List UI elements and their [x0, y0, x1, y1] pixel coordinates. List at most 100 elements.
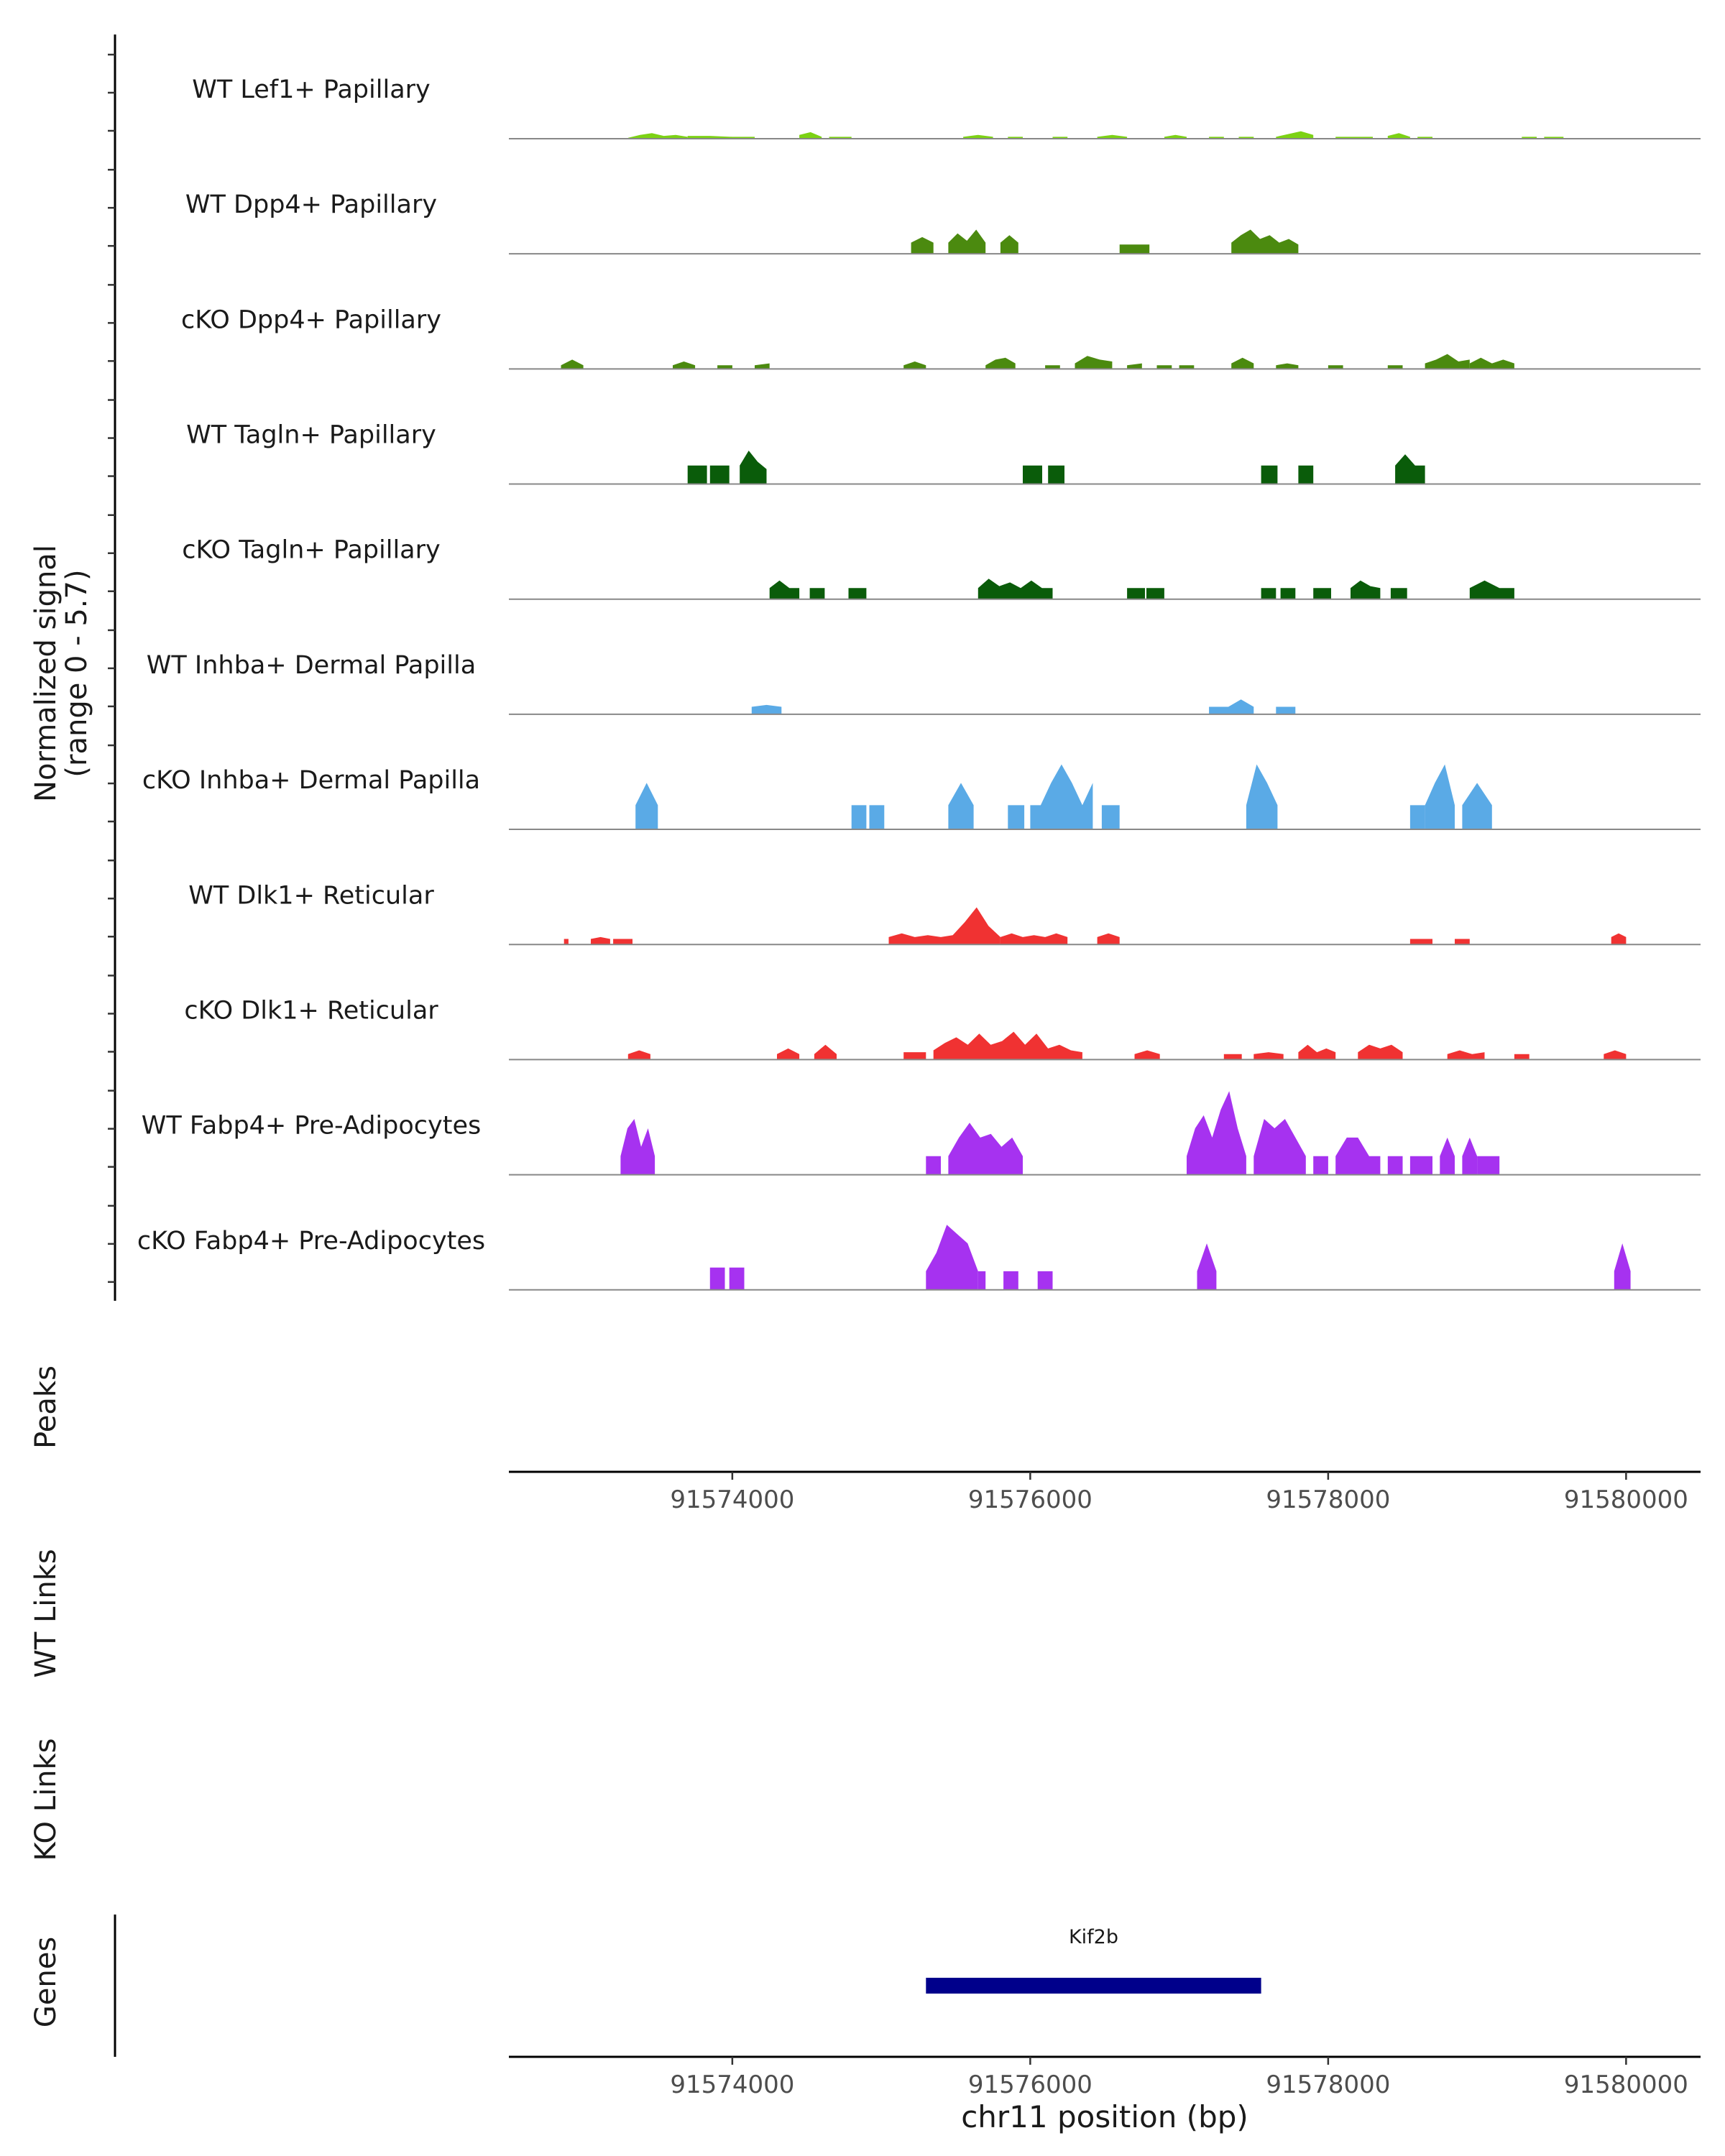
coverage-peak	[627, 1050, 650, 1060]
genes-panel-label: Genes	[29, 1937, 63, 2027]
coverage-peak	[709, 465, 730, 484]
coverage-peak	[1614, 1243, 1631, 1290]
track-label: cKO Tagln+ Papillary	[182, 536, 441, 565]
coverage-peak	[1097, 134, 1128, 139]
coverage-peak	[561, 359, 584, 369]
genes-x-axis-ticks: 91574000 91576000 91578000 91580000	[670, 2057, 1688, 2099]
coverage-peak	[1313, 588, 1331, 599]
coverage-peak	[978, 579, 1053, 599]
coverage-peak	[627, 133, 688, 139]
coverage-peak	[1477, 1156, 1500, 1175]
coverage-peak	[903, 1052, 926, 1060]
coverage-peak	[1254, 1052, 1284, 1060]
track-label: WT Tagln+ Papillary	[186, 421, 436, 450]
track-3: cKO Dpp4+ Papillary	[181, 305, 1701, 370]
coverage-peak	[888, 933, 941, 945]
track-label: cKO Inhba+ Dermal Papilla	[142, 766, 480, 795]
track-label: cKO Dlk1+ Reticular	[184, 996, 438, 1025]
coverage-peak	[1425, 764, 1455, 830]
coverage-peak	[1409, 939, 1432, 945]
track-label: WT Inhba+ Dermal Papilla	[147, 651, 476, 680]
coverage-peak	[926, 1156, 941, 1175]
coverage-peak	[1276, 131, 1314, 139]
gene-annotations: Kif2b	[926, 1926, 1261, 1994]
coverage-peak	[1395, 454, 1425, 484]
track-label: WT Dpp4+ Papillary	[185, 190, 437, 219]
coverage-peak	[709, 1267, 725, 1290]
coverage-peak	[1447, 1050, 1485, 1060]
track-4: WT Tagln+ Papillary	[186, 421, 1701, 485]
peaks-panel-label: Peaks	[29, 1365, 63, 1449]
coverage-peak	[1455, 939, 1470, 945]
track-label: WT Dlk1+ Reticular	[188, 881, 434, 910]
wt-links-panel-label: WT Links	[29, 1549, 63, 1677]
x-axis-title: chr11 position (bp)	[961, 2099, 1248, 2134]
coverage-peak	[1276, 706, 1296, 714]
coverage-peak	[848, 588, 867, 599]
coverage-peak	[1280, 588, 1296, 599]
coverage-peak	[1351, 580, 1381, 599]
x-tick-label: 91576000	[968, 2070, 1092, 2099]
coverage-peak	[1223, 1054, 1242, 1060]
coverage-peak	[1134, 1050, 1160, 1060]
track-label: cKO Dpp4+ Papillary	[181, 305, 441, 334]
coverage-peak	[613, 939, 632, 945]
coverage-peak	[1328, 365, 1343, 369]
coverage-peak	[985, 357, 1016, 369]
x-tick-label: 91578000	[1266, 2070, 1390, 2099]
gene-label: Kif2b	[1069, 1926, 1118, 1948]
coverage-peak	[1462, 1137, 1478, 1175]
coverage-peak	[1164, 134, 1187, 139]
coverage-peak	[755, 363, 770, 369]
coverage-peak	[1075, 356, 1113, 369]
coverage-peak	[1008, 805, 1025, 830]
coverage-peak	[851, 805, 867, 830]
coverage-peak	[717, 365, 732, 369]
x-tick-label: 91578000	[1266, 1485, 1390, 1514]
coverage-peak	[1409, 805, 1425, 830]
y-axis-label-line1: Normalized signal	[29, 545, 63, 802]
coverage-peak	[1387, 133, 1410, 139]
x-tick-label: 91580000	[1564, 1485, 1688, 1514]
coverage-peak	[751, 704, 782, 714]
ko-links-panel-label: KO Links	[29, 1738, 63, 1861]
coverage-peak	[635, 783, 658, 830]
track-label: cKO Fabp4+ Pre-Adipocytes	[137, 1227, 485, 1256]
coverage-peak	[564, 939, 569, 945]
coverage-peak	[1030, 764, 1093, 830]
coverage-peak	[1409, 1156, 1432, 1175]
coverage-peak	[1261, 465, 1278, 484]
track-9: cKO Dlk1+ Reticular	[184, 996, 1701, 1061]
coverage-peak	[1611, 933, 1627, 945]
coverage-peak	[1101, 805, 1120, 830]
coverage-peak	[1298, 465, 1314, 484]
coverage-peak	[673, 361, 696, 369]
coverage-peak	[948, 783, 974, 830]
coverage-peak	[809, 588, 825, 599]
coverage-peak	[1313, 1156, 1328, 1175]
coverage-peak	[1127, 363, 1142, 369]
coverage-peak	[1209, 706, 1228, 714]
coverage-peak	[1048, 465, 1064, 484]
coverage-peak	[1425, 354, 1470, 369]
x-tick-label: 91576000	[968, 1485, 1092, 1514]
coverage-peak	[1246, 764, 1278, 830]
coverage-peak	[740, 451, 767, 484]
coverage-peak	[1261, 588, 1276, 599]
coverage-peak	[941, 907, 1000, 945]
track-label: WT Fabp4+ Pre-Adipocytes	[142, 1112, 481, 1141]
coverage-peak	[1387, 365, 1403, 369]
y-axis-label-line2: (range 0 - 5.7)	[60, 569, 93, 777]
coverage-peak	[948, 229, 986, 254]
coverage-peak	[1469, 580, 1514, 599]
coverage-tracks: WT Lef1+ Papillary WT Dpp4+ Papillary cKO …	[137, 75, 1701, 1291]
coverage-peak	[948, 1123, 1023, 1175]
coverage-peak	[978, 1271, 986, 1290]
coverage-peak	[963, 134, 993, 139]
track-6: WT Inhba+ Dermal Papilla	[147, 651, 1701, 715]
coverage-peak	[926, 1225, 978, 1290]
track-10: WT Fabp4+ Pre-Adipocytes	[142, 1091, 1701, 1176]
coverage-peak	[1000, 235, 1018, 254]
coverage-peak	[1187, 1091, 1246, 1175]
